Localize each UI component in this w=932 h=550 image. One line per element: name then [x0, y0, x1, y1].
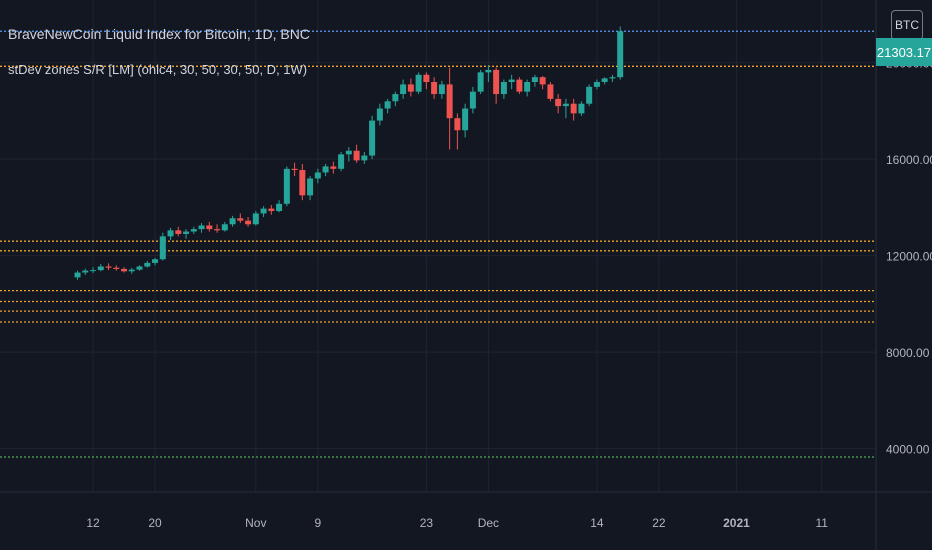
last-price-tag: 21303.17 [876, 38, 932, 66]
candle-body[interactable] [167, 230, 174, 237]
candle-body[interactable] [392, 94, 399, 102]
candle-body[interactable] [113, 267, 120, 269]
candle-body[interactable] [307, 178, 314, 196]
chart-title: BraveNewCoin Liquid Index for Bitcoin, 1… [8, 26, 310, 42]
candle-body[interactable] [237, 218, 244, 221]
x-tick-label: 9 [314, 516, 321, 530]
candle-body[interactable] [90, 270, 97, 272]
x-tick-label: Nov [245, 516, 266, 530]
candle-body[interactable] [245, 220, 252, 225]
x-tick-label: 14 [590, 516, 604, 530]
indicator-legend[interactable]: stDev zones S/R [LM] (ohlc4, 30, 50, 30,… [8, 62, 308, 77]
candle-body[interactable] [593, 82, 600, 87]
candle-body[interactable] [159, 236, 166, 260]
candle-body[interactable] [74, 272, 81, 278]
candle-body[interactable] [260, 208, 267, 214]
candle-body[interactable] [400, 84, 407, 95]
candle-body[interactable] [431, 82, 438, 95]
x-tick-label: 20 [148, 516, 162, 530]
candle-body[interactable] [214, 229, 221, 231]
candle-body[interactable] [469, 91, 476, 109]
symbol-button[interactable]: BTC [891, 10, 923, 40]
candle-body[interactable] [508, 79, 515, 82]
candle-body[interactable] [531, 77, 538, 82]
candle-body[interactable] [539, 77, 546, 85]
candle-body[interactable] [291, 168, 298, 171]
candle-body[interactable] [97, 266, 104, 271]
candle-body[interactable] [190, 229, 197, 232]
candle-body[interactable] [446, 84, 453, 119]
candle-body[interactable] [547, 84, 554, 99]
candle-body[interactable] [454, 118, 461, 131]
candle-body[interactable] [136, 266, 143, 270]
candle-body[interactable] [462, 108, 469, 131]
candle-body[interactable] [500, 82, 507, 95]
candle-body[interactable] [330, 166, 337, 169]
candle-body[interactable] [152, 259, 159, 263]
candle-body[interactable] [586, 86, 593, 104]
candle-body[interactable] [183, 231, 190, 234]
x-tick-label: 23 [420, 516, 434, 530]
candle-body[interactable] [268, 208, 275, 212]
candle-body[interactable] [221, 224, 228, 231]
candle-body[interactable] [299, 170, 306, 196]
candle-body[interactable] [121, 268, 128, 272]
candle-body[interactable] [345, 150, 352, 155]
candle-body[interactable] [175, 230, 182, 234]
candle-body[interactable] [407, 84, 414, 92]
x-tick-label: 12 [86, 516, 100, 530]
candle-body[interactable] [198, 225, 205, 230]
y-tick-label: 8000.00 [886, 346, 930, 360]
candle-body[interactable] [353, 150, 360, 161]
candle-body[interactable] [555, 98, 562, 107]
candle-body[interactable] [384, 101, 391, 109]
candle-body[interactable] [562, 103, 569, 107]
x-tick-label: 2021 [723, 516, 750, 530]
candle-body[interactable] [493, 69, 500, 95]
candle-body[interactable] [438, 84, 445, 95]
candle-body[interactable] [477, 72, 484, 92]
candle-body[interactable] [206, 225, 213, 230]
candle-body[interactable] [314, 172, 321, 179]
y-tick-label: 4000.00 [886, 443, 930, 457]
candle-body[interactable] [369, 120, 376, 156]
candle-body[interactable] [229, 218, 236, 225]
candle-body[interactable] [485, 69, 492, 73]
candle-body[interactable] [144, 262, 151, 267]
x-tick-label: Dec [478, 516, 499, 530]
candle-body[interactable] [609, 77, 616, 79]
y-tick-label: 12000.00 [886, 250, 932, 264]
candle-body[interactable] [105, 266, 112, 268]
candle-body[interactable] [423, 74, 430, 82]
candle-body[interactable] [128, 269, 135, 272]
candle-body[interactable] [617, 31, 624, 78]
candle-body[interactable] [252, 213, 259, 225]
candle-body[interactable] [570, 103, 577, 114]
candle-body[interactable] [283, 168, 290, 204]
candle-body[interactable] [601, 78, 608, 82]
x-tick-label: 22 [652, 516, 666, 530]
candle-body[interactable] [376, 108, 383, 121]
candle-body[interactable] [361, 155, 368, 161]
candle-body[interactable] [415, 74, 422, 92]
candle-body[interactable] [276, 203, 283, 212]
y-tick-label: 16000.00 [886, 153, 932, 167]
candle-body[interactable] [322, 166, 329, 173]
candle-body[interactable] [516, 79, 523, 92]
candle-body[interactable] [338, 154, 345, 169]
x-tick-label: 11 [816, 516, 829, 530]
candle-body[interactable] [578, 103, 585, 114]
candle-body[interactable] [82, 270, 89, 273]
candle-body[interactable] [524, 82, 531, 92]
